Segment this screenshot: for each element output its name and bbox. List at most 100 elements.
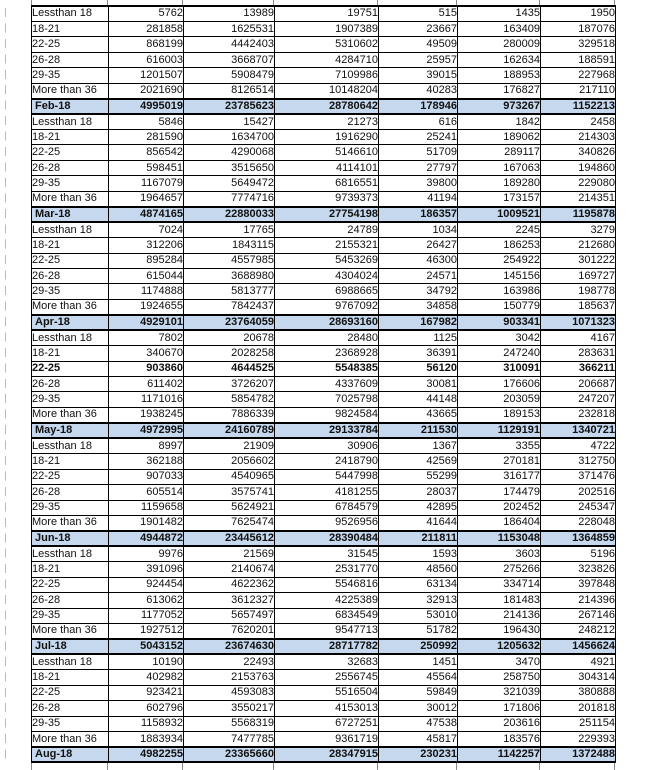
age-group-label-cell[interactable]: 26-28 xyxy=(31,51,109,69)
value-cell[interactable]: 167982 xyxy=(378,313,458,332)
value-cell[interactable]: 183576 xyxy=(457,731,541,748)
value-cell[interactable]: 923421 xyxy=(108,684,184,702)
value-cell[interactable]: 4622362 xyxy=(183,576,275,594)
value-cell[interactable]: 616 xyxy=(378,113,458,131)
value-cell[interactable]: 163986 xyxy=(457,283,541,300)
value-cell[interactable]: 251154 xyxy=(540,715,616,733)
age-group-label-cell[interactable]: 22-25 xyxy=(31,468,109,486)
value-cell[interactable]: 9547713 xyxy=(274,622,379,640)
age-group-label-cell[interactable]: 29-35 xyxy=(31,391,109,408)
value-cell[interactable]: 301222 xyxy=(540,252,616,269)
value-cell[interactable]: 1195878 xyxy=(540,205,616,224)
value-cell[interactable]: 4167 xyxy=(540,329,616,347)
value-cell[interactable]: 21909 xyxy=(183,437,275,455)
month-label-cell[interactable]: Feb-18 xyxy=(31,97,109,116)
value-cell[interactable]: 26427 xyxy=(378,237,458,254)
value-cell[interactable]: 212680 xyxy=(540,237,616,254)
age-group-label-cell[interactable]: More than 36 xyxy=(31,82,109,100)
value-cell[interactable]: 217110 xyxy=(540,82,616,100)
value-cell[interactable]: 30081 xyxy=(378,375,458,393)
value-cell[interactable]: 169727 xyxy=(540,267,616,285)
value-cell[interactable]: 1174888 xyxy=(108,283,184,300)
value-cell[interactable]: 171806 xyxy=(457,700,541,717)
age-group-label-cell[interactable]: 29-35 xyxy=(31,607,109,625)
value-cell[interactable]: 24571 xyxy=(378,267,458,285)
value-cell[interactable]: 186253 xyxy=(457,237,541,254)
value-cell[interactable]: 312750 xyxy=(540,453,616,470)
value-cell[interactable]: 9976 xyxy=(108,545,184,563)
age-group-label-cell[interactable]: 26-28 xyxy=(31,484,109,501)
value-cell[interactable]: 5657497 xyxy=(183,607,275,625)
value-cell[interactable]: 2028258 xyxy=(183,345,275,362)
age-group-label-cell[interactable]: 22-25 xyxy=(31,252,109,269)
value-cell[interactable]: 214303 xyxy=(540,128,616,146)
value-cell[interactable]: 202516 xyxy=(540,484,616,501)
value-cell[interactable]: 211530 xyxy=(378,421,458,440)
value-cell[interactable]: 3603 xyxy=(457,545,541,563)
age-group-label-cell[interactable]: 29-35 xyxy=(31,715,109,733)
value-cell[interactable]: 28693160 xyxy=(274,313,379,332)
value-cell[interactable]: 7802 xyxy=(108,329,184,347)
value-cell[interactable]: 36391 xyxy=(378,345,458,362)
value-cell[interactable]: 340670 xyxy=(108,345,184,362)
value-cell[interactable]: 49509 xyxy=(378,36,458,53)
value-cell[interactable]: 51709 xyxy=(378,144,458,161)
value-cell[interactable]: 7625474 xyxy=(183,514,275,532)
value-cell[interactable]: 30906 xyxy=(274,437,379,455)
value-cell[interactable]: 173157 xyxy=(457,190,541,208)
value-cell[interactable]: 248212 xyxy=(540,622,616,640)
value-cell[interactable]: 9361719 xyxy=(274,731,379,748)
age-group-label-cell[interactable]: 29-35 xyxy=(31,283,109,300)
value-cell[interactable]: 21569 xyxy=(183,545,275,563)
value-cell[interactable]: 214351 xyxy=(540,190,616,208)
value-cell[interactable]: 27797 xyxy=(378,159,458,177)
value-cell[interactable]: 5846 xyxy=(108,113,184,131)
value-cell[interactable]: 6988665 xyxy=(274,283,379,300)
value-cell[interactable]: 4972995 xyxy=(108,421,184,440)
value-cell[interactable]: 8126514 xyxy=(183,82,275,100)
value-cell[interactable]: 29133784 xyxy=(274,421,379,440)
age-group-label-cell[interactable]: Lessthan 18 xyxy=(31,437,109,455)
value-cell[interactable]: 1593 xyxy=(378,545,458,563)
value-cell[interactable]: 4644525 xyxy=(183,360,275,378)
value-cell[interactable]: 10190 xyxy=(108,653,184,671)
age-group-label-cell[interactable]: 26-28 xyxy=(31,700,109,717)
age-group-label-cell[interactable]: 22-25 xyxy=(31,360,109,378)
value-cell[interactable]: 3726207 xyxy=(183,375,275,393)
value-cell[interactable]: 1364859 xyxy=(540,529,616,548)
age-group-label-cell[interactable]: 22-25 xyxy=(31,576,109,594)
value-cell[interactable]: 598451 xyxy=(108,159,184,177)
age-group-label-cell[interactable]: Lessthan 18 xyxy=(31,5,109,22)
value-cell[interactable]: 1142257 xyxy=(457,745,541,764)
value-cell[interactable]: 5813777 xyxy=(183,283,275,300)
value-cell[interactable]: 1916290 xyxy=(274,128,379,146)
value-cell[interactable]: 7024 xyxy=(108,221,184,239)
month-label-cell[interactable]: May-18 xyxy=(31,421,109,440)
value-cell[interactable]: 4995019 xyxy=(108,97,184,116)
age-group-label-cell[interactable]: 26-28 xyxy=(31,375,109,393)
value-cell[interactable]: 7477785 xyxy=(183,731,275,748)
value-cell[interactable]: 174479 xyxy=(457,484,541,501)
value-cell[interactable]: 47538 xyxy=(378,715,458,733)
value-cell[interactable]: 903860 xyxy=(108,360,184,378)
value-cell[interactable]: 230231 xyxy=(378,745,458,764)
value-cell[interactable]: 1938245 xyxy=(108,406,184,424)
value-cell[interactable]: 30012 xyxy=(378,700,458,717)
value-cell[interactable]: 15427 xyxy=(183,113,275,131)
value-cell[interactable]: 42895 xyxy=(378,499,458,516)
value-cell[interactable]: 907033 xyxy=(108,468,184,486)
value-cell[interactable]: 28037 xyxy=(378,484,458,501)
age-group-label-cell[interactable]: 18-21 xyxy=(31,128,109,146)
value-cell[interactable]: 232818 xyxy=(540,406,616,424)
value-cell[interactable]: 321039 xyxy=(457,684,541,702)
value-cell[interactable]: 2418790 xyxy=(274,453,379,470)
value-cell[interactable]: 2556745 xyxy=(274,669,379,686)
age-group-label-cell[interactable]: 26-28 xyxy=(31,592,109,609)
value-cell[interactable]: 1071323 xyxy=(540,313,616,332)
value-cell[interactable]: 201818 xyxy=(540,700,616,717)
value-cell[interactable]: 228048 xyxy=(540,514,616,532)
value-cell[interactable]: 613062 xyxy=(108,592,184,609)
value-cell[interactable]: 397848 xyxy=(540,576,616,594)
value-cell[interactable]: 5649472 xyxy=(183,175,275,192)
value-cell[interactable]: 186357 xyxy=(378,205,458,224)
